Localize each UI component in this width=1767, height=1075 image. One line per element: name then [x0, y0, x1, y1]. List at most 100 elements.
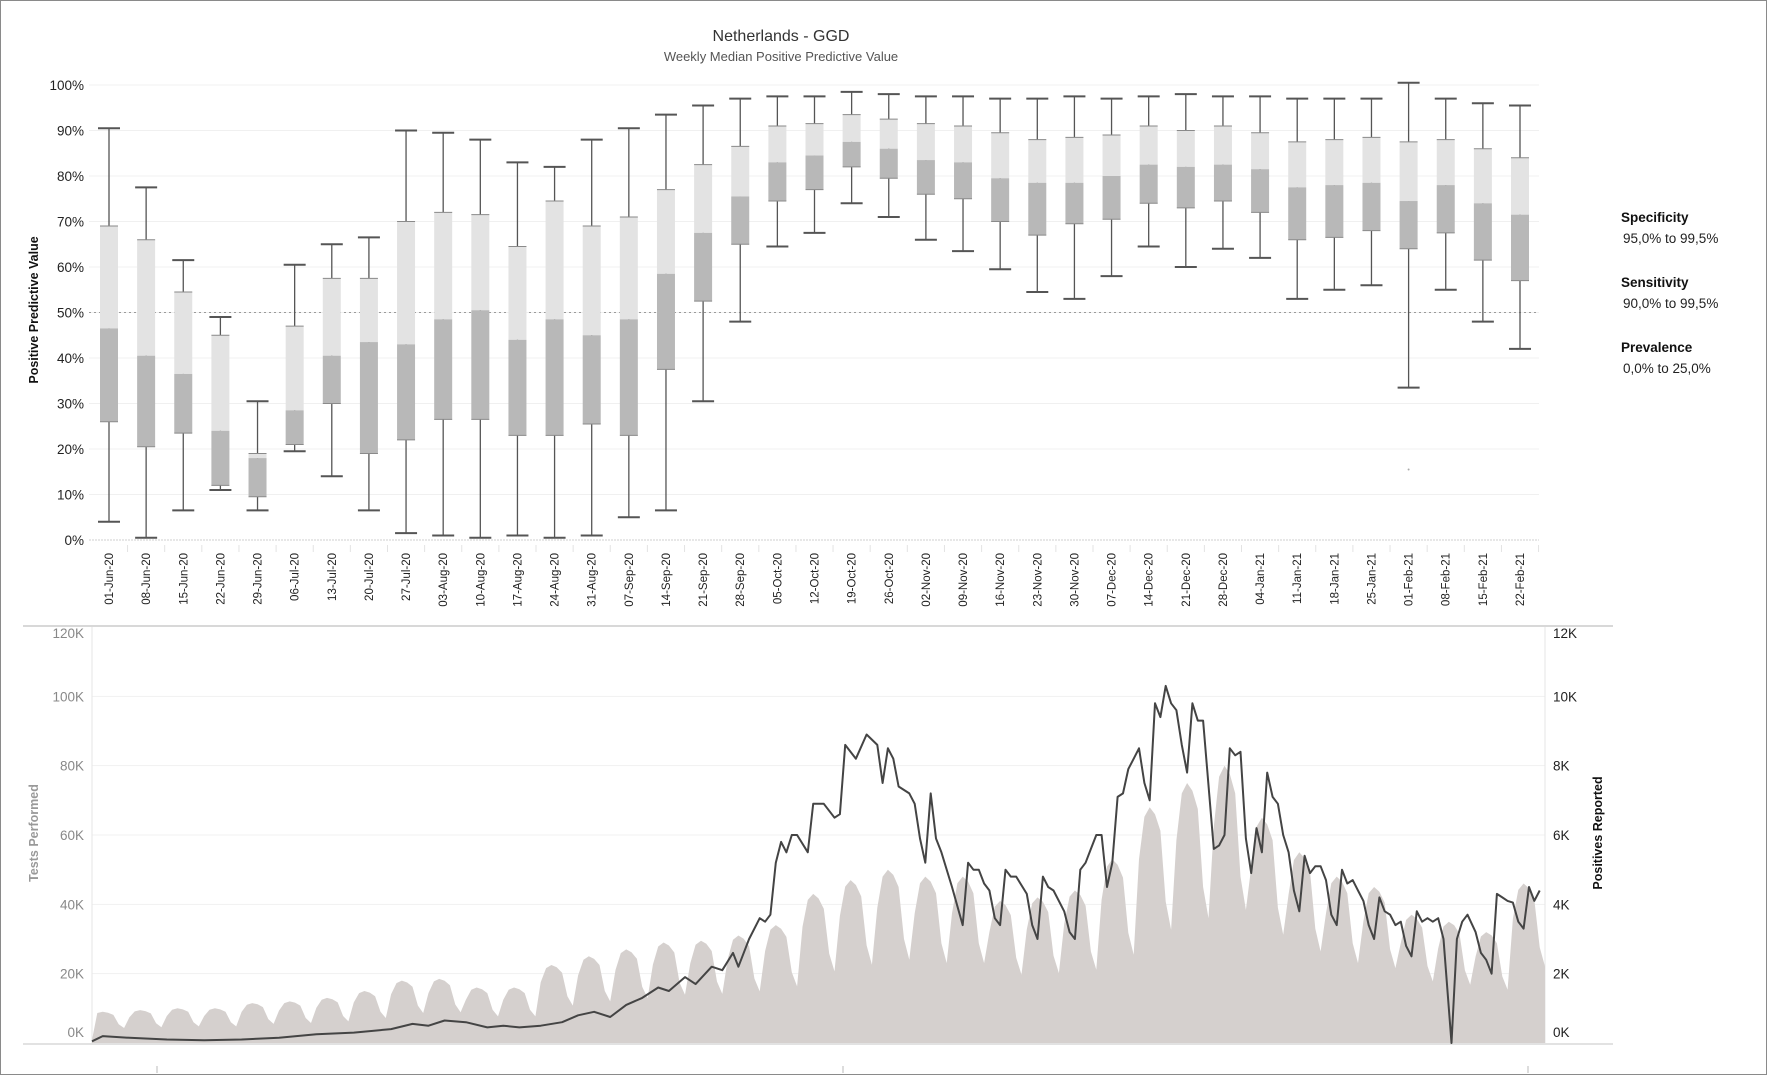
box-lower	[582, 335, 601, 424]
box-17-Aug-20	[506, 161, 529, 537]
box-08-Jun-20	[135, 186, 158, 539]
box-lower	[1473, 203, 1492, 261]
box-13-Jul-20	[320, 243, 343, 478]
right-tick-label: 8K	[1553, 759, 1570, 774]
chart-subtitle: Weekly Median Positive Predictive Value	[664, 49, 898, 64]
box-23-Nov-20	[1026, 97, 1049, 294]
box-03-Aug-20	[432, 131, 455, 537]
y-tick-label: 0%	[64, 533, 84, 548]
box-07-Sep-20	[617, 127, 640, 519]
box-lower	[211, 430, 230, 486]
box-lower	[1065, 182, 1084, 224]
box-lower	[1139, 164, 1158, 204]
box-10-Aug-20	[469, 138, 492, 539]
box-lower	[879, 148, 898, 179]
box-upper	[1473, 148, 1492, 204]
box-upper	[1399, 141, 1418, 202]
box-upper	[619, 216, 638, 320]
box-upper	[694, 164, 713, 233]
x-tick-label: 21-Dec-20	[1181, 553, 1193, 607]
box-upper	[322, 278, 341, 356]
box-lower	[434, 319, 453, 420]
x-tick-label: 14-Dec-20	[1144, 553, 1156, 607]
box-upper	[1065, 137, 1084, 183]
legend-specificity-value: 95,0% to 99,5%	[1623, 231, 1719, 246]
box-14-Dec-20	[1137, 95, 1160, 248]
box-lower	[991, 178, 1010, 222]
box-upper	[1028, 139, 1047, 183]
ppv-boxplots	[98, 81, 1531, 539]
x-tick-label: 17-Aug-20	[512, 553, 524, 607]
x-tick-label: 31-Aug-20	[587, 553, 599, 607]
x-tick-label: 02-Nov-20	[921, 553, 933, 607]
box-upper	[1176, 130, 1195, 167]
x-tick-label: 08-Feb-21	[1441, 553, 1453, 606]
legend-sensitivity-value: 90,0% to 99,5%	[1623, 296, 1719, 311]
box-19-Oct-20	[840, 90, 863, 205]
legend-prevalence-label: Prevalence	[1621, 340, 1693, 355]
box-25-Jan-21	[1360, 97, 1383, 287]
box-lower	[137, 355, 156, 447]
box-15-Feb-21	[1471, 102, 1494, 323]
y-axis-label-tests: Tests Performed	[27, 784, 41, 882]
box-12-Oct-20	[803, 95, 826, 234]
box-30-Nov-20	[1063, 95, 1086, 300]
x-tick-label: 15-Jun-20	[178, 553, 190, 605]
box-upper	[731, 146, 750, 197]
left-tick-label: 80K	[60, 759, 84, 774]
y-tick-label: 40%	[57, 351, 84, 366]
box-lower	[1176, 166, 1195, 208]
box-15-Jun-20	[172, 259, 195, 512]
box-lower	[508, 339, 527, 436]
box-lower	[1325, 185, 1344, 238]
box-01-Jun-20	[98, 127, 120, 523]
x-tick-label: 13-Jul-20	[327, 553, 339, 601]
box-upper	[1139, 125, 1158, 165]
box-upper	[211, 335, 230, 431]
x-tick-label: 29-Jun-20	[253, 553, 265, 605]
x-tick-label: 23-Nov-20	[1032, 553, 1044, 607]
box-lower	[397, 344, 416, 440]
box-upper	[1436, 139, 1455, 186]
x-tick-label: 05-Oct-20	[772, 553, 784, 604]
left-tick-label: 20K	[60, 967, 84, 982]
box-lower	[1102, 176, 1121, 220]
ppv-x-tick-labels: 01-Jun-20 08-Jun-20 15-Jun-20 22-Jun-20 29-J…	[104, 545, 1540, 607]
x-tick-label: 20-Jul-20	[364, 553, 376, 601]
x-tick-label: 08-Jun-20	[141, 553, 153, 605]
box-07-Dec-20	[1100, 97, 1123, 278]
box-24-Aug-20	[543, 165, 566, 539]
box-lower	[768, 162, 787, 202]
box-31-Aug-20	[580, 138, 603, 537]
right-tick-label: 6K	[1553, 828, 1570, 843]
box-upper	[805, 123, 824, 156]
box-upper	[1362, 137, 1381, 183]
box-upper	[916, 123, 935, 161]
box-lower	[842, 141, 861, 167]
x-tick-label: 01-Jun-20	[104, 553, 116, 605]
box-upper	[991, 132, 1010, 179]
box-16-Nov-20	[989, 97, 1012, 271]
y-tick-label: 30%	[57, 397, 84, 412]
box-05-Oct-20	[766, 95, 789, 248]
box-18-Jan-21	[1323, 97, 1346, 291]
y-tick-label: 50%	[57, 306, 84, 321]
y-tick-label: 90%	[57, 124, 84, 139]
box-upper	[1251, 132, 1270, 170]
box-21-Sep-20	[692, 104, 715, 403]
x-tick-label: 15-Feb-21	[1478, 553, 1490, 606]
box-upper	[285, 326, 304, 411]
x-tick-label: 30-Nov-20	[1069, 553, 1081, 607]
box-14-Sep-20	[654, 113, 677, 512]
box-26-Oct-20	[877, 93, 900, 218]
box-04-Jan-21	[1249, 95, 1272, 259]
left-tick-label: 100K	[52, 689, 84, 704]
box-lower	[1251, 169, 1270, 213]
y-tick-label: 60%	[57, 260, 84, 275]
box-lower	[285, 410, 304, 445]
box-upper	[1325, 139, 1344, 186]
box-upper	[174, 292, 193, 374]
box-lower	[954, 162, 973, 199]
right-tick-label: 0K	[1553, 1025, 1570, 1040]
box-upper	[471, 214, 490, 311]
